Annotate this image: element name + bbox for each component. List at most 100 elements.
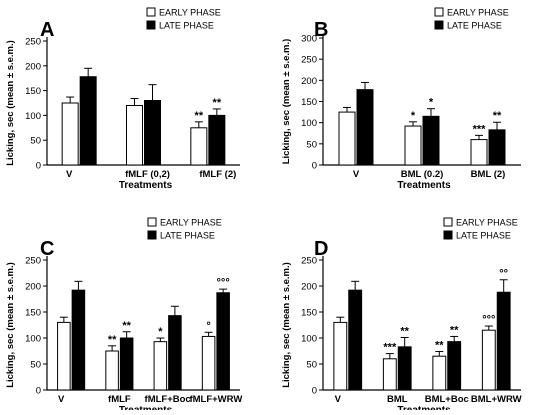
significance-marker: °°° — [217, 277, 230, 289]
panel-b: B 0 50 100 150 200 250 300 Licking, sec (mean ± … — [281, 7, 521, 191]
x-tick-label: BML+Boc — [425, 394, 469, 405]
bar-late — [216, 292, 230, 391]
y-tick-label: 250 — [301, 55, 317, 66]
significance-marker: *** — [473, 123, 487, 135]
significance-marker: * — [429, 97, 434, 109]
panel-c: C 0 50 100 150 200 250 Licking, sec (mean ± s.e… — [5, 217, 242, 415]
legend-swatch — [443, 230, 453, 240]
legend-swatch — [146, 7, 156, 17]
x-tick-label: fMLF — [108, 394, 131, 405]
bar-early — [126, 104, 143, 166]
bar-early — [201, 335, 216, 391]
significance-marker: ** — [493, 110, 502, 122]
y-tick-label: 100 — [25, 334, 41, 345]
legend-label: EARLY PHASE — [456, 218, 518, 228]
x-tick-label: BML+WRW — [471, 394, 522, 405]
legend-swatch — [434, 7, 444, 17]
panel-d: D 0 50 100 150 200 250 Licking, sec (mean ± s.e… — [281, 217, 522, 415]
significance-marker: * — [411, 110, 416, 122]
legend-swatch — [147, 217, 157, 227]
bar-early — [338, 111, 356, 166]
bar-early — [57, 321, 71, 391]
x-axis-label: Treatments — [397, 180, 451, 191]
bar-late — [348, 289, 363, 391]
y-tick-label: 200 — [301, 76, 317, 87]
bar-early — [470, 139, 488, 166]
y-tick-label: 250 — [25, 256, 41, 267]
y-tick-label: 150 — [25, 308, 41, 319]
x-tick-label: BML (2) — [471, 169, 506, 180]
panel-label: B — [314, 19, 328, 41]
significance-marker: * — [158, 326, 163, 338]
x-tick-label: BML — [387, 394, 408, 405]
significance-marker: °° — [499, 268, 508, 280]
y-tick-label: 0 — [312, 161, 317, 172]
y-axis-label: Licking, sec (mean ± s.e.m.) — [281, 39, 292, 165]
bar-early — [432, 355, 447, 391]
panel-label: C — [40, 238, 54, 260]
legend-label: LATE PHASE — [159, 21, 214, 31]
y-tick-label: 200 — [25, 61, 41, 72]
significance-marker: ** — [400, 325, 409, 337]
x-axis-label: Treatments — [397, 405, 451, 410]
panel-label: A — [40, 19, 54, 41]
y-tick-label: 0 — [36, 161, 41, 172]
bar-early — [404, 125, 422, 166]
significance-marker: ** — [213, 97, 222, 109]
bar-late — [208, 114, 226, 166]
bar-late — [119, 337, 134, 391]
y-tick-label: 100 — [25, 111, 41, 122]
y-tick-label: 150 — [301, 97, 317, 108]
significance-marker: ** — [122, 320, 131, 332]
y-tick-label: 50 — [306, 139, 317, 150]
y-tick-label: 100 — [301, 118, 317, 129]
bar-early — [333, 321, 348, 391]
legend-label: LATE PHASE — [447, 21, 502, 31]
bar-late — [496, 291, 511, 391]
x-tick-label: V — [335, 394, 342, 405]
bar-late — [168, 315, 182, 391]
y-tick-label: 50 — [306, 360, 317, 371]
legend-label: EARLY PHASE — [160, 218, 222, 228]
x-tick-label: V — [58, 394, 65, 405]
y-tick-label: 200 — [25, 282, 41, 293]
legend-swatch — [443, 217, 453, 227]
legend-label: LATE PHASE — [456, 231, 511, 241]
bar-late — [447, 341, 462, 391]
x-tick-label: fMLF+WRW — [189, 394, 242, 405]
bar-late — [144, 100, 161, 166]
significance-marker: ** — [108, 334, 117, 346]
bar-early — [190, 127, 208, 166]
significance-marker: °°° — [482, 314, 495, 326]
bar-late — [79, 76, 97, 166]
y-axis-label: Licking, sec (mean ± s.e.m.) — [5, 262, 16, 388]
bar-early — [153, 341, 168, 391]
y-axis-label: Licking, sec (mean ± s.e.m.) — [5, 40, 16, 166]
legend-label: EARLY PHASE — [159, 8, 221, 18]
y-tick-label: 150 — [25, 86, 41, 97]
panel-a: A 0 50 100 150 200 250 Licking, sec (mean ± s.e… — [5, 7, 240, 191]
significance-marker: ** — [435, 340, 444, 352]
bar-late — [422, 115, 440, 166]
significance-marker: ** — [195, 110, 204, 122]
x-tick-label: V — [353, 169, 360, 180]
legend-swatch — [146, 20, 156, 30]
x-axis-label: Treatments — [119, 405, 173, 410]
x-axis-label: Treatments — [119, 180, 173, 191]
legend-swatch — [434, 20, 444, 30]
bar-early — [105, 350, 119, 391]
significance-marker: *** — [383, 342, 397, 354]
bar-early — [481, 329, 496, 391]
significance-marker: ° — [206, 320, 210, 332]
y-tick-label: 50 — [30, 360, 41, 371]
panel-label: D — [314, 238, 328, 260]
bar-late — [71, 289, 86, 391]
y-axis-label: Licking, sec (mean ± s.e.m.) — [281, 262, 292, 388]
y-tick-label: 150 — [301, 308, 317, 319]
bar-late — [356, 89, 374, 166]
y-tick-label: 250 — [301, 256, 317, 267]
bar-early — [382, 358, 397, 391]
y-tick-label: 0 — [36, 386, 41, 397]
legend-swatch — [147, 230, 157, 240]
